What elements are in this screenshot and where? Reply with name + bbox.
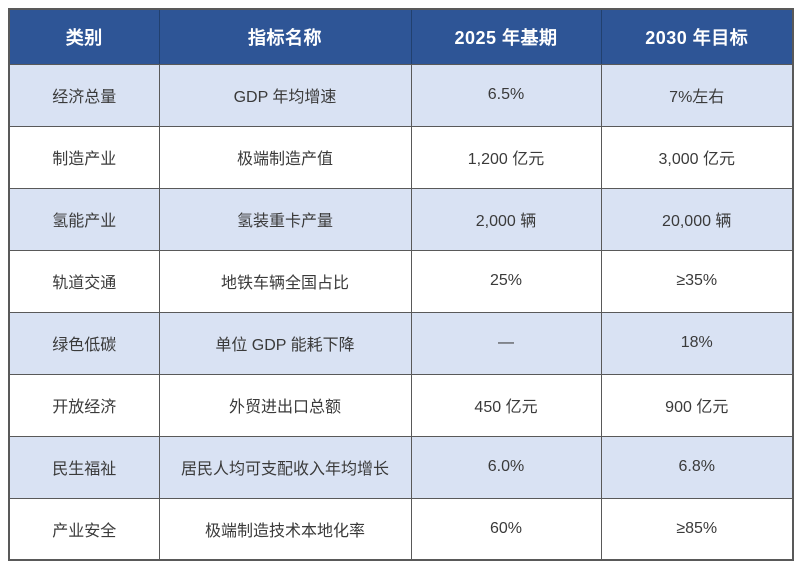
cell-category: 轨道交通 [8,249,160,313]
cell-category: 开放经济 [8,373,160,437]
cell-indicator: GDP 年均增速 [158,63,412,127]
cell-category: 经济总量 [8,63,160,127]
cell-indicator: 居民人均可支配收入年均增长 [158,435,412,499]
cell-target: 20,000 辆 [600,187,794,251]
cell-indicator: 地铁车辆全国占比 [158,249,412,313]
col-header-2030-target: 2030 年目标 [600,9,793,65]
cell-category: 氢能产业 [8,187,160,251]
cell-indicator: 单位 GDP 能耗下降 [158,311,412,375]
table-row: 民生福祉 居民人均可支配收入年均增长 6.0% 6.8% [8,435,794,499]
cell-base: 2,000 辆 [410,187,602,251]
cell-base: — [410,311,602,375]
table-row: 产业安全 极端制造技术本地化率 60% ≥85% [8,497,794,561]
cell-target: 7%左右 [600,63,794,127]
cell-indicator: 极端制造技术本地化率 [158,497,412,561]
table-row: 氢能产业 氢装重卡产量 2,000 辆 20,000 辆 [8,187,794,251]
table-row: 开放经济 外贸进出口总额 450 亿元 900 亿元 [8,373,794,437]
cell-category: 绿色低碳 [8,311,160,375]
cell-base: 6.0% [410,435,602,499]
table-row: 制造产业 极端制造产值 1,200 亿元 3,000 亿元 [8,125,794,189]
cell-base: 450 亿元 [410,373,602,437]
col-header-category: 类别 [9,9,160,65]
col-header-indicator: 指标名称 [158,9,412,65]
cell-target: ≥35% [600,249,794,313]
table-row: 轨道交通 地铁车辆全国占比 25% ≥35% [8,249,794,313]
cell-base: 1,200 亿元 [410,125,602,189]
cell-target: ≥85% [600,497,794,561]
cell-category: 民生福祉 [8,435,160,499]
table-row: 绿色低碳 单位 GDP 能耗下降 — 18% [8,311,794,375]
table-header-row: 类别 指标名称 2025 年基期 2030 年目标 [9,9,793,65]
cell-indicator: 极端制造产值 [158,125,412,189]
cell-indicator: 氢装重卡产量 [158,187,412,251]
cell-target: 3,000 亿元 [600,125,794,189]
cell-target: 18% [600,311,794,375]
cell-target: 6.8% [600,435,794,499]
col-header-2025-base: 2025 年基期 [410,9,602,65]
cell-category: 产业安全 [8,497,160,561]
cell-category: 制造产业 [8,125,160,189]
cell-base: 60% [410,497,602,561]
kpi-targets-table: 类别 指标名称 2025 年基期 2030 年目标 经济总量 GDP 年均增速 … [8,8,794,561]
table-row: 经济总量 GDP 年均增速 6.5% 7%左右 [8,63,794,127]
cell-target: 900 亿元 [600,373,794,437]
cell-base: 6.5% [410,63,602,127]
cell-indicator: 外贸进出口总额 [158,373,412,437]
cell-base: 25% [410,249,602,313]
